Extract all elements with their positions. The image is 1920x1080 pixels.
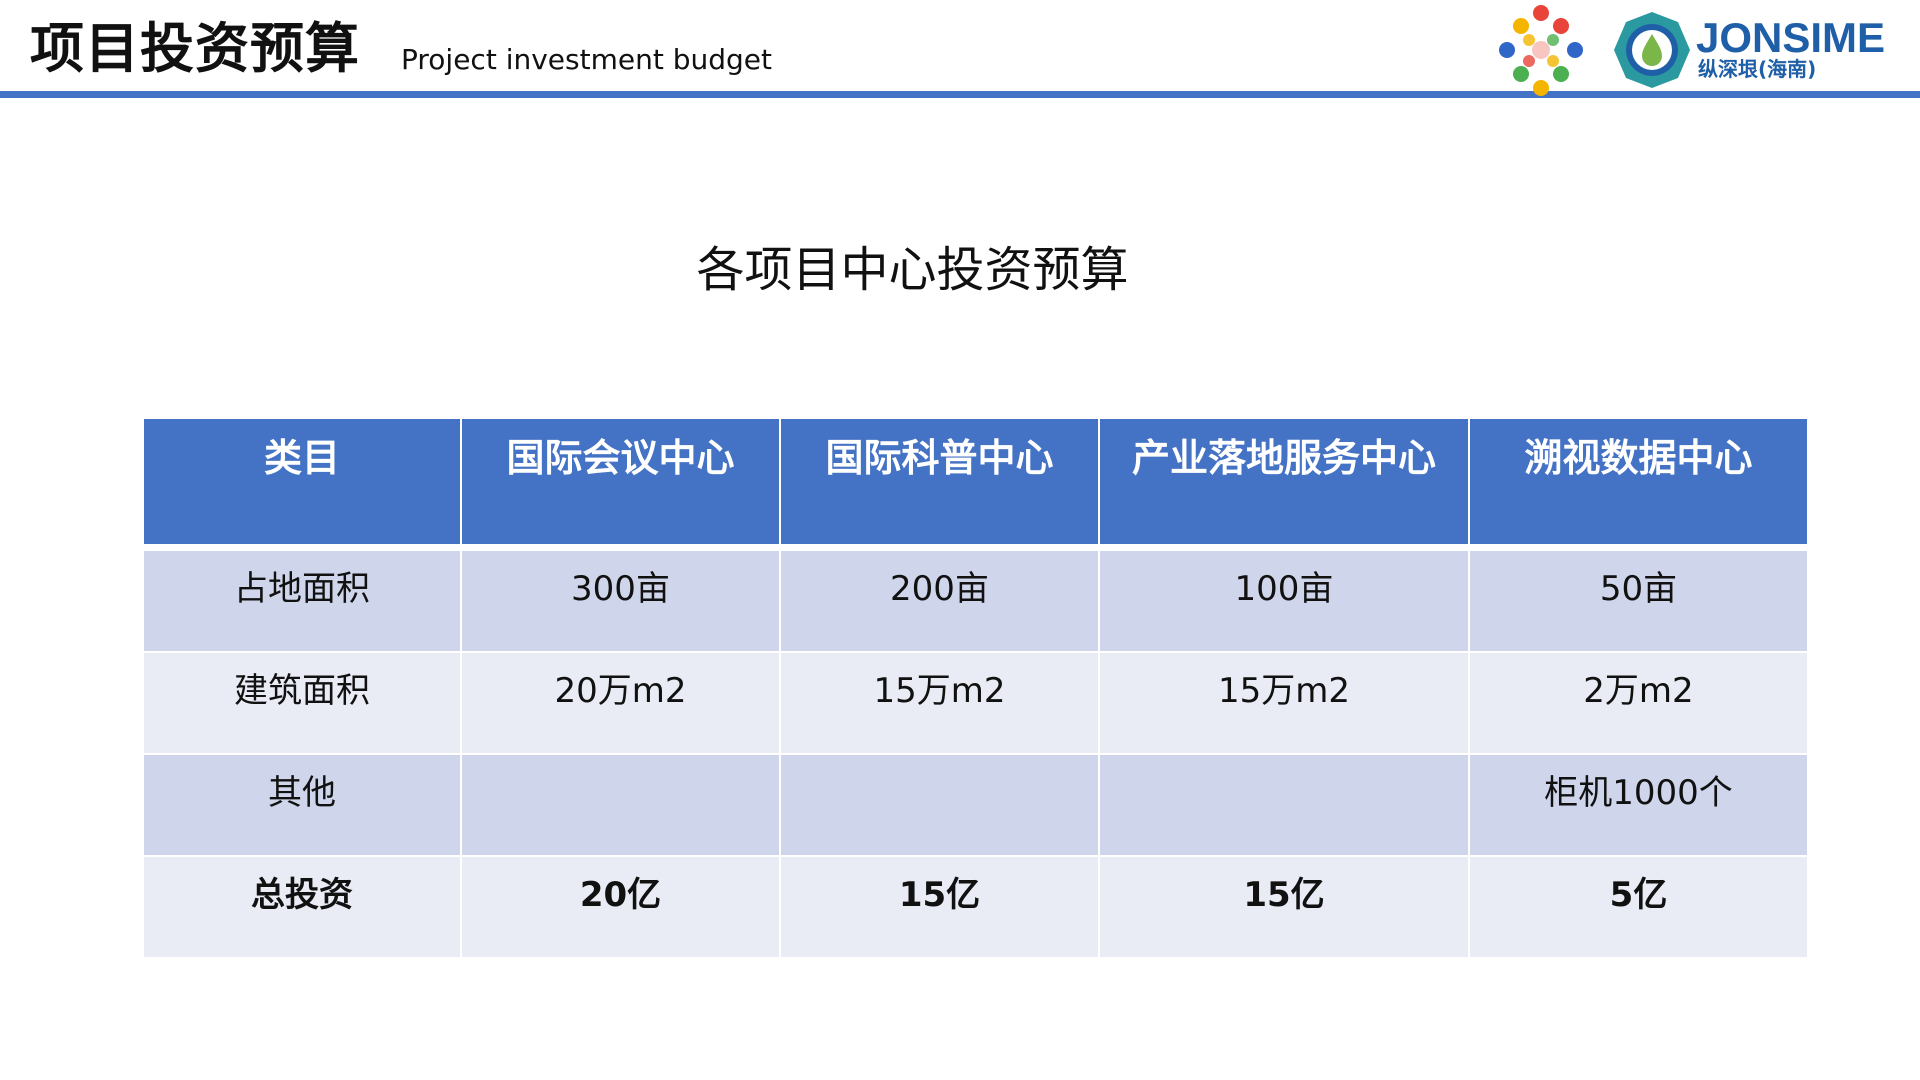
table-cell: 300亩 [460, 546, 781, 653]
table-cell [460, 753, 781, 857]
header-cell-data-center: 溯视数据中心 [1468, 417, 1809, 551]
budget-table: 类目 国际会议中心 国际科普中心 产业落地服务中心 溯视数据中心 占地面积 30… [142, 417, 1809, 959]
brand-logo-icon [1614, 12, 1690, 88]
brand-name: JONSIME [1696, 14, 1886, 61]
page-title: 项目投资预算 [30, 17, 360, 80]
table-cell: 200亩 [779, 546, 1100, 653]
page-subtitle: Project investment budget [401, 43, 772, 76]
header-cell-category: 类目 [142, 417, 462, 551]
table-cell: 100亩 [1098, 546, 1470, 653]
row-label: 其他 [142, 753, 462, 857]
header-cell-conference-center: 国际会议中心 [460, 417, 781, 551]
table-cell: 5亿 [1468, 855, 1809, 959]
row-label: 占地面积 [142, 546, 462, 653]
table-row-land-area: 占地面积 300亩 200亩 100亩 50亩 [142, 546, 1809, 653]
table-row-other: 其他 柜机1000个 [142, 753, 1809, 857]
table-cell: 2万m2 [1468, 651, 1809, 755]
table-cell: 15万m2 [1098, 651, 1470, 755]
table-cell: 50亩 [1468, 546, 1809, 653]
table-row-total-investment: 总投资 20亿 15亿 15亿 5亿 [142, 855, 1809, 959]
table-cell [1098, 753, 1470, 857]
table-cell: 20亿 [460, 855, 781, 959]
dots-logo-icon [1499, 5, 1583, 96]
table-header-row: 类目 国际会议中心 国际科普中心 产业落地服务中心 溯视数据中心 [142, 417, 1809, 551]
brand-name-cn: 纵深垠(海南) [1698, 57, 1817, 81]
table-cell: 15亿 [779, 855, 1100, 959]
row-label: 总投资 [142, 855, 462, 959]
table-cell: 15亿 [1098, 855, 1470, 959]
table-row-building-area: 建筑面积 20万m2 15万m2 15万m2 2万m2 [142, 651, 1809, 755]
table-cell: 15万m2 [779, 651, 1100, 755]
table-cell: 柜机1000个 [1468, 753, 1809, 857]
table-cell: 20万m2 [460, 651, 781, 755]
table-cell [779, 753, 1100, 857]
section-title: 各项目中心投资预算 [696, 242, 1129, 298]
header-cell-industry-center: 产业落地服务中心 [1098, 417, 1470, 551]
row-label: 建筑面积 [142, 651, 462, 755]
header-cell-science-center: 国际科普中心 [779, 417, 1100, 551]
header-divider [0, 91, 1920, 98]
